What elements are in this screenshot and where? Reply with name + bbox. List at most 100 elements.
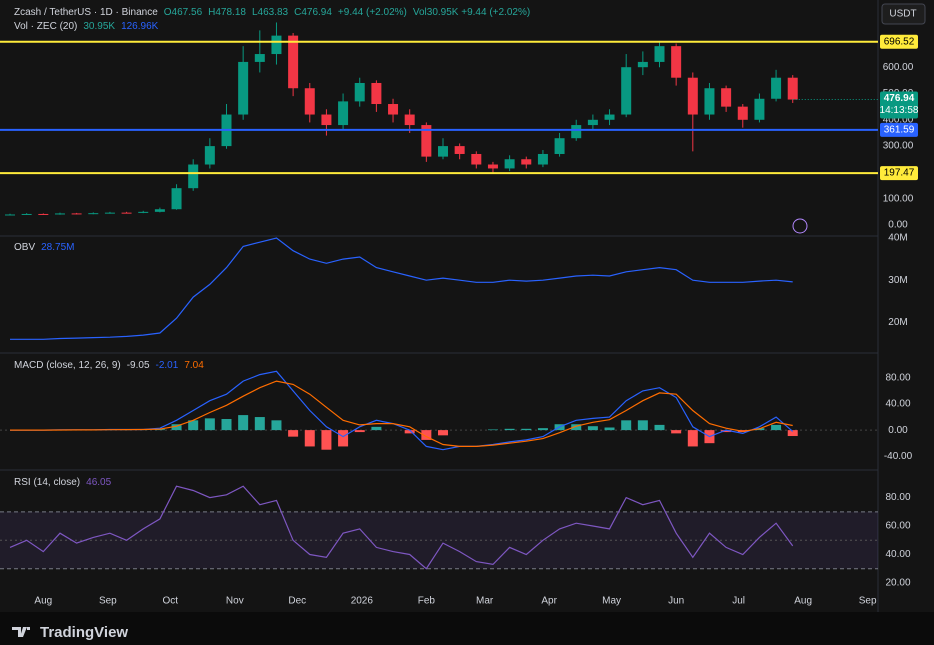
level-label-box [880, 166, 918, 181]
x-tick-label: Oct [163, 596, 179, 607]
candle-body [754, 98, 765, 120]
rsi-line [9, 485, 794, 570]
macd-histogram-bar [204, 418, 215, 431]
macd-histogram-bar [654, 424, 665, 431]
candle-body [487, 164, 498, 169]
candle-body [721, 88, 732, 107]
y-tick-label: 40M [888, 233, 907, 244]
currency-button[interactable] [881, 3, 926, 25]
candle-body [88, 213, 99, 215]
candle-body [371, 82, 382, 105]
candle-body [204, 146, 215, 165]
symbol-header: Zcash / TetherUS · 1D · Binance O467.56 … [14, 7, 530, 18]
macd-histogram-bar [771, 424, 782, 431]
x-tick-label: Aug [34, 596, 52, 607]
rsi-title: RSI (14, close) [14, 477, 81, 488]
macd-histogram-bar [721, 430, 732, 433]
volume-value: 30.95K [83, 21, 116, 32]
candle-body [554, 138, 565, 154]
x-tick-label: Jul [732, 596, 745, 607]
x-tick-label: 2026 [351, 596, 374, 607]
macd-histogram-bar [371, 426, 382, 431]
macd-histogram-bar [537, 428, 548, 431]
candle-body [537, 153, 548, 165]
candle-body [171, 188, 182, 210]
macd-histogram-bar [504, 428, 515, 431]
y-tick-label: 20M [888, 317, 907, 328]
y-tick-label: 40.00 [885, 549, 910, 560]
candle-body [354, 82, 365, 102]
level-label: 197.47 [884, 168, 915, 179]
volume-legend: Vol · ZEC (20) 30.95K 126.96K [14, 21, 158, 32]
y-tick-label: 600.00 [883, 62, 914, 73]
macd-histogram-bar [271, 420, 282, 431]
candle-body [38, 213, 49, 215]
macd-histogram-bar [637, 420, 648, 431]
obv-value: 28.75M [41, 242, 75, 253]
macd-histogram-bar [321, 430, 332, 450]
volume-ma: 126.96K [121, 21, 159, 32]
macd-histogram-bar [671, 430, 682, 434]
y-tick-label: 60.00 [885, 521, 910, 532]
candle-body [238, 61, 249, 115]
candle-body [5, 214, 15, 216]
candle-body [304, 88, 315, 115]
macd-histogram-bar [621, 420, 632, 431]
y-tick-label: 0.00 [888, 220, 908, 231]
macd-line [10, 380, 793, 447]
alert-icon[interactable] [792, 218, 808, 234]
candle-body [471, 153, 482, 165]
candle-body [21, 213, 32, 215]
macd-histogram-bar [687, 430, 698, 447]
level-label-box [880, 34, 918, 49]
x-tick-label: Dec [288, 596, 306, 607]
x-tick-label: Mar [476, 596, 494, 607]
ohlc: H478.18 [208, 7, 246, 18]
macd-histogram-bar [221, 419, 232, 431]
macd-value: -2.01 [155, 360, 179, 371]
obv-header: OBV 28.75M [14, 242, 74, 253]
candle-body [737, 106, 748, 120]
signal-value: 7.04 [184, 360, 204, 371]
macd-title: MACD (close, 12, 26, 9) [14, 360, 121, 371]
y-tick-label: 40.00 [885, 399, 910, 410]
symbol-title: Zcash / TetherUS · 1D · Binance [14, 7, 158, 18]
candle-body [254, 54, 265, 62]
y-tick-label: 100.00 [883, 193, 914, 204]
logo-icon [12, 627, 30, 637]
x-tick-label: Aug [794, 596, 812, 607]
level-label: 696.52 [884, 36, 915, 47]
candle-body [54, 213, 65, 215]
y-tick-label: 80.00 [885, 492, 910, 503]
candle-body [571, 125, 582, 139]
macd-histogram-bar [438, 430, 448, 436]
brand: TradingView [40, 624, 128, 641]
countdown: 14:13:58 [880, 105, 919, 116]
currency-label[interactable]: USDT [889, 9, 916, 20]
macd-histogram-bar [421, 430, 432, 440]
y-tick-label: 80.00 [885, 373, 910, 384]
volume-title: Vol · ZEC (20) [14, 21, 78, 32]
rsi-header: RSI (14, close) 46.05 [14, 477, 111, 488]
background [0, 0, 934, 612]
macd-histogram-bar [787, 430, 798, 437]
candle-body [621, 67, 632, 115]
macd-header: MACD (close, 12, 26, 9) -9.05 -2.01 7.04 [14, 360, 204, 371]
rsi-value: 46.05 [86, 477, 112, 488]
candle-body [104, 212, 115, 214]
y-tick-label: 300.00 [883, 141, 914, 152]
y-tick-label: 20.00 [885, 578, 910, 589]
candle-body [671, 46, 682, 78]
macd-histogram-bar [404, 430, 415, 434]
volume-header: Vol30.95K +9.44 (+2.02%) [412, 7, 531, 18]
candle-body [71, 213, 82, 215]
x-tick-label: May [602, 596, 621, 607]
macd-histogram-bar [288, 430, 299, 437]
candle-body [404, 114, 415, 126]
x-tick-label: Nov [226, 596, 244, 607]
macd-histogram-bar [521, 428, 532, 431]
y-tick-label: -40.00 [884, 451, 913, 462]
candle-body [121, 212, 132, 214]
candle-body [421, 125, 432, 157]
candle-body [654, 46, 665, 62]
